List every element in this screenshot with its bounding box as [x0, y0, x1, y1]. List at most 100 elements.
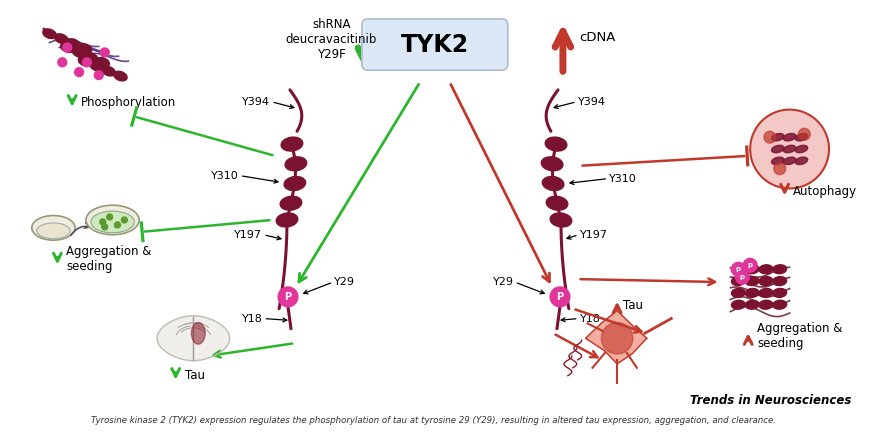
Ellipse shape: [78, 44, 91, 53]
Text: p: p: [746, 262, 752, 268]
Ellipse shape: [66, 39, 80, 48]
Circle shape: [122, 217, 127, 223]
Ellipse shape: [745, 289, 758, 297]
Text: Phosphorylation: Phosphorylation: [81, 96, 176, 109]
Ellipse shape: [72, 48, 86, 57]
Ellipse shape: [545, 137, 567, 151]
Ellipse shape: [191, 323, 205, 344]
Ellipse shape: [541, 157, 562, 171]
Text: shRNA
deucravacitinib
Y29F: shRNA deucravacitinib Y29F: [285, 18, 376, 61]
Text: Y310: Y310: [210, 170, 238, 181]
Ellipse shape: [90, 211, 134, 233]
Ellipse shape: [782, 145, 795, 153]
Ellipse shape: [745, 265, 758, 274]
Polygon shape: [585, 310, 646, 364]
Text: Autophagy: Autophagy: [792, 185, 856, 198]
Ellipse shape: [285, 157, 306, 171]
Ellipse shape: [771, 145, 783, 153]
Text: Y310: Y310: [608, 174, 636, 184]
Text: TYK2: TYK2: [401, 33, 468, 57]
Ellipse shape: [731, 265, 745, 274]
Ellipse shape: [794, 157, 806, 164]
Ellipse shape: [55, 34, 68, 44]
Circle shape: [763, 131, 775, 143]
Ellipse shape: [281, 137, 302, 151]
Text: Y29: Y29: [334, 277, 355, 287]
Circle shape: [773, 163, 785, 175]
Circle shape: [278, 287, 297, 307]
Circle shape: [107, 214, 112, 220]
Ellipse shape: [772, 300, 786, 309]
Circle shape: [600, 323, 632, 354]
Text: Tau: Tau: [622, 299, 642, 312]
Circle shape: [58, 58, 67, 67]
Ellipse shape: [772, 276, 786, 286]
Ellipse shape: [86, 205, 139, 235]
Circle shape: [94, 71, 103, 79]
Circle shape: [115, 222, 120, 228]
Text: P: P: [284, 292, 291, 302]
Text: Y394: Y394: [577, 97, 605, 107]
Text: Y197: Y197: [234, 230, 262, 240]
Circle shape: [63, 43, 71, 52]
Ellipse shape: [114, 72, 127, 81]
Ellipse shape: [275, 213, 297, 227]
Circle shape: [83, 58, 91, 67]
Ellipse shape: [771, 133, 783, 141]
Circle shape: [100, 219, 105, 225]
Ellipse shape: [43, 29, 56, 38]
Ellipse shape: [32, 215, 75, 240]
Ellipse shape: [549, 213, 571, 227]
Ellipse shape: [771, 157, 783, 164]
Circle shape: [798, 128, 809, 140]
Ellipse shape: [84, 53, 97, 62]
Ellipse shape: [731, 289, 745, 297]
Ellipse shape: [280, 196, 302, 210]
Text: p: p: [735, 266, 740, 272]
Circle shape: [731, 262, 745, 276]
Ellipse shape: [745, 276, 758, 286]
Ellipse shape: [284, 177, 305, 191]
Circle shape: [102, 224, 108, 230]
Ellipse shape: [102, 66, 116, 76]
Ellipse shape: [794, 145, 806, 153]
Text: Y18: Y18: [579, 313, 600, 324]
Text: p: p: [739, 274, 744, 280]
Text: cDNA: cDNA: [579, 31, 615, 44]
Ellipse shape: [782, 133, 795, 141]
Ellipse shape: [758, 300, 772, 309]
Circle shape: [549, 287, 569, 307]
Ellipse shape: [772, 265, 786, 274]
Ellipse shape: [782, 157, 795, 164]
Ellipse shape: [758, 265, 772, 274]
Ellipse shape: [90, 61, 103, 71]
Text: Trends in Neurosciences: Trends in Neurosciences: [689, 394, 851, 407]
Circle shape: [75, 68, 83, 77]
Text: Y18: Y18: [242, 313, 262, 324]
Ellipse shape: [541, 177, 563, 191]
Text: Tyrosine kinase 2 (TYK2) expression regulates the phosphorylation of tau at tyro: Tyrosine kinase 2 (TYK2) expression regu…: [91, 416, 775, 425]
Text: Y197: Y197: [579, 230, 607, 240]
Circle shape: [734, 270, 748, 284]
Ellipse shape: [78, 57, 91, 66]
Text: Aggregation &
seeding: Aggregation & seeding: [66, 245, 151, 273]
Ellipse shape: [36, 223, 70, 238]
Ellipse shape: [745, 300, 758, 309]
Text: Tau: Tau: [184, 369, 204, 382]
Ellipse shape: [96, 58, 109, 67]
Ellipse shape: [731, 300, 745, 309]
Circle shape: [749, 109, 828, 188]
Ellipse shape: [61, 43, 74, 52]
Text: P: P: [556, 292, 563, 302]
Ellipse shape: [772, 289, 786, 297]
Circle shape: [742, 259, 756, 272]
Polygon shape: [157, 316, 229, 361]
Text: Y394: Y394: [242, 97, 270, 107]
Ellipse shape: [758, 276, 772, 286]
Ellipse shape: [546, 196, 567, 210]
Ellipse shape: [794, 133, 806, 141]
FancyBboxPatch shape: [362, 19, 507, 70]
Ellipse shape: [731, 276, 745, 286]
Ellipse shape: [758, 289, 772, 297]
Text: Aggregation &
seeding: Aggregation & seeding: [756, 322, 841, 350]
